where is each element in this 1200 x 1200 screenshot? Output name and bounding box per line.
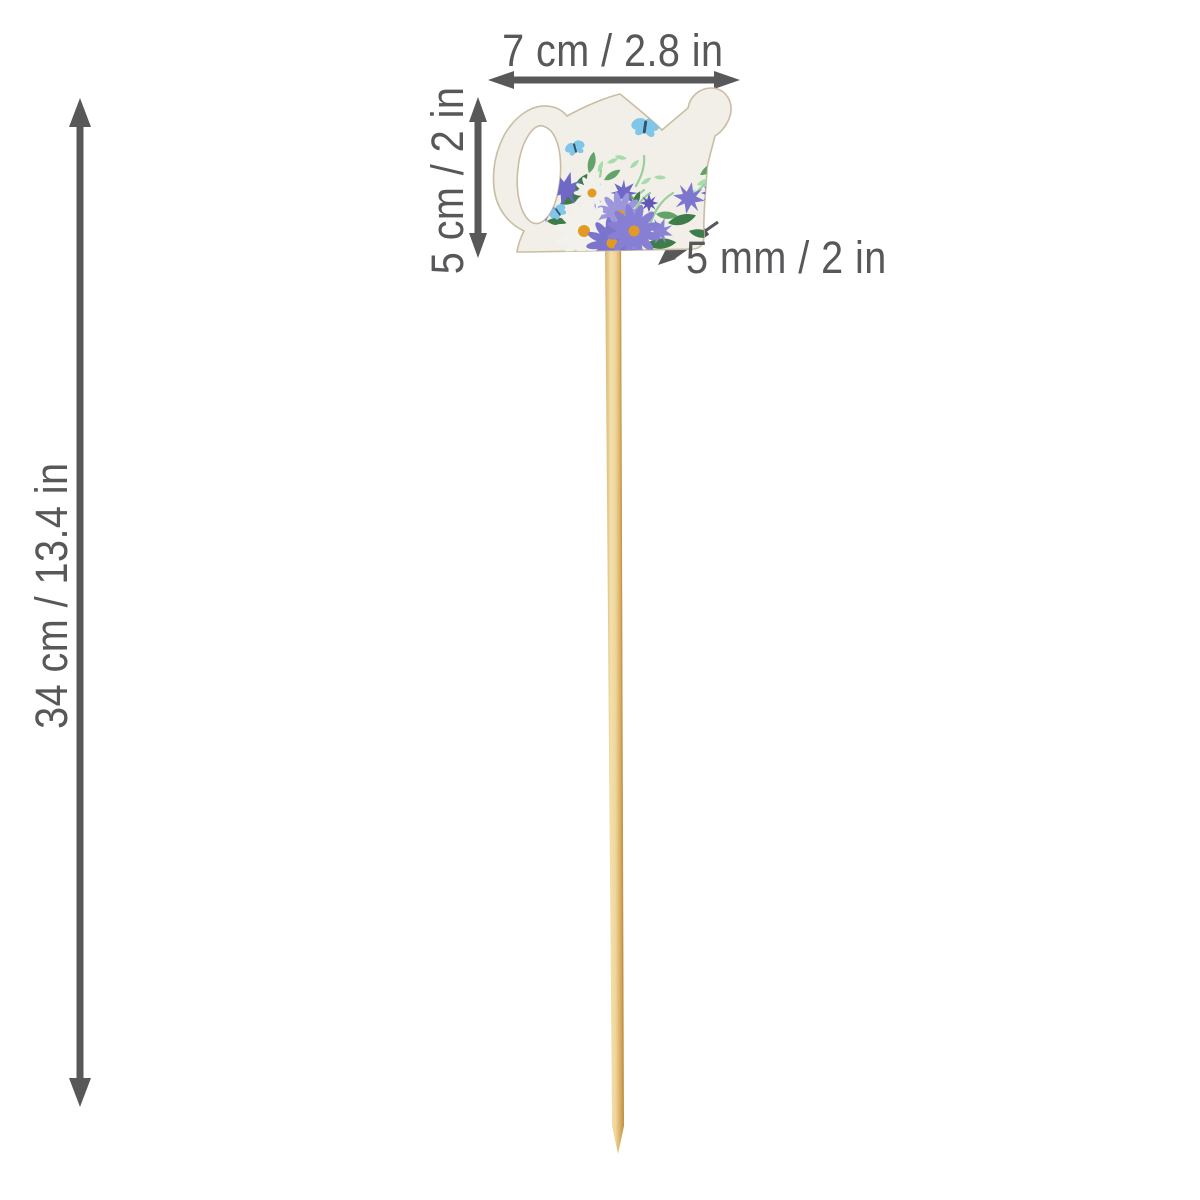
- arrow-tip-icon: [658, 247, 676, 265]
- cornflower-flower: [700, 182, 722, 204]
- daisy-center: [578, 225, 590, 237]
- arrow-left-icon: [488, 71, 514, 89]
- daisy-center: [587, 188, 597, 198]
- daisy-center: [628, 225, 640, 237]
- total-height-dimension-arrow: [69, 98, 91, 1107]
- watering-can-graphic: [492, 87, 732, 253]
- arrow-down-icon: [469, 233, 487, 258]
- height-dimension-arrow: [469, 97, 487, 258]
- stick-graphic: [605, 246, 624, 1154]
- arrow-up-icon: [69, 98, 91, 127]
- daisies: [550, 174, 668, 252]
- arrow-up-icon: [469, 97, 487, 122]
- arrow-right-icon: [714, 71, 740, 89]
- width-dimension-arrow: [488, 71, 740, 89]
- floral-decoration: [532, 113, 722, 252]
- arrow-down-icon: [69, 1078, 91, 1107]
